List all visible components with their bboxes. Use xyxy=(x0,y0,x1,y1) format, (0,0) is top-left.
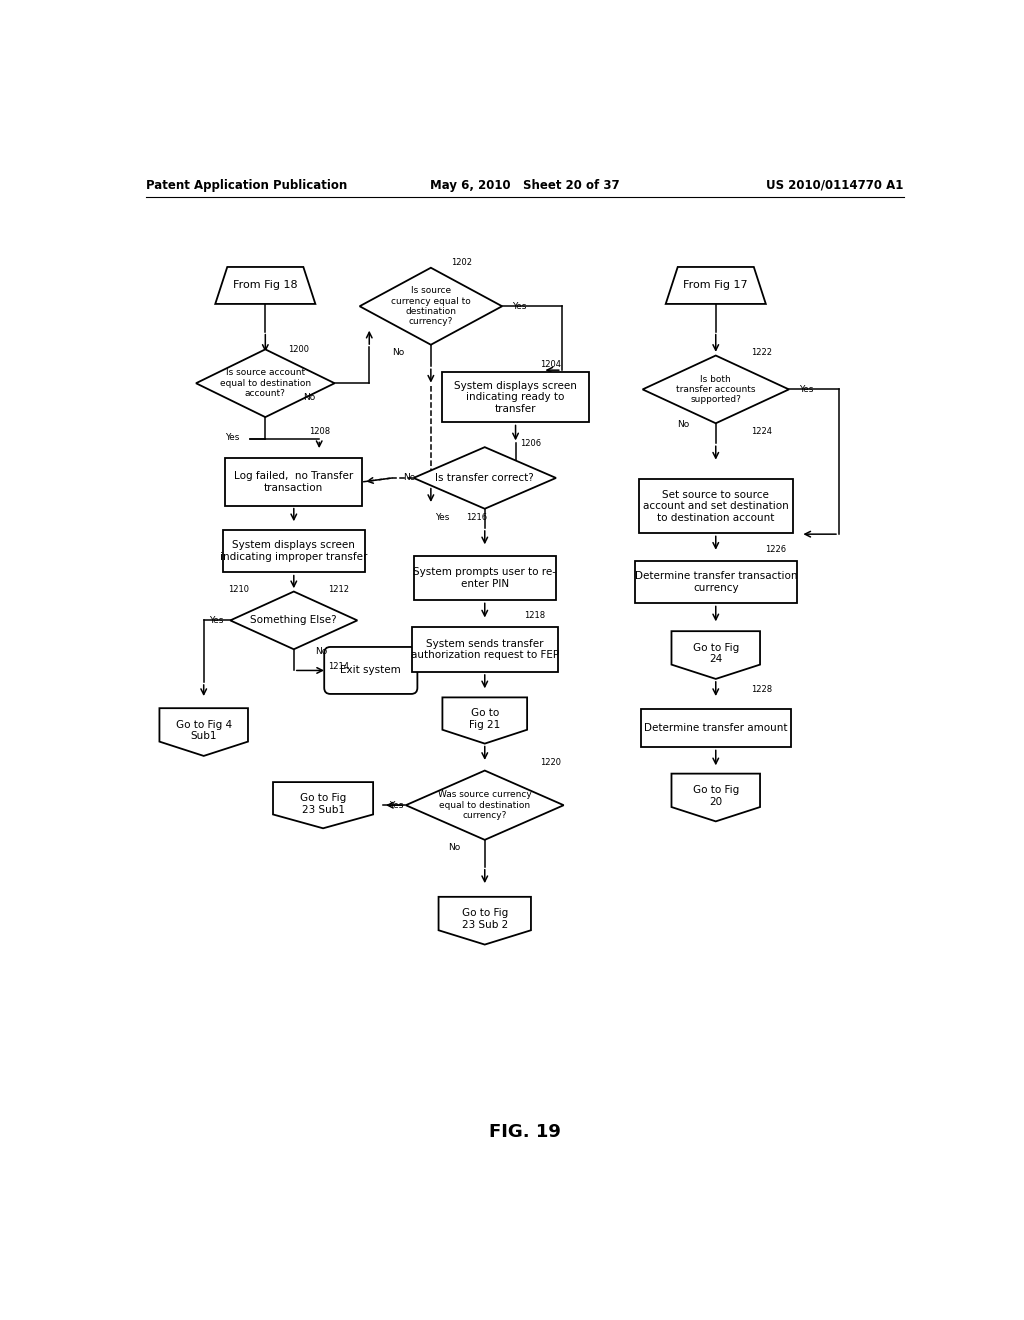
Polygon shape xyxy=(196,350,335,417)
Polygon shape xyxy=(230,591,357,649)
Text: No: No xyxy=(677,420,689,429)
Polygon shape xyxy=(273,781,373,829)
Polygon shape xyxy=(414,447,556,508)
Text: 1212: 1212 xyxy=(328,585,349,594)
Text: Go to Fig
23 Sub1: Go to Fig 23 Sub1 xyxy=(300,793,346,814)
Bar xyxy=(414,556,556,601)
Bar xyxy=(635,561,797,603)
Bar xyxy=(639,479,793,533)
Text: Yes: Yes xyxy=(209,616,223,624)
Text: 1208: 1208 xyxy=(308,428,330,436)
Text: No: No xyxy=(447,843,460,851)
Polygon shape xyxy=(442,697,527,743)
Text: 1204: 1204 xyxy=(540,360,561,370)
Text: Is source
currency equal to
destination
currency?: Is source currency equal to destination … xyxy=(391,286,471,326)
Text: Something Else?: Something Else? xyxy=(251,615,337,626)
Text: System sends transfer
authorization request to FEP: System sends transfer authorization requ… xyxy=(411,639,559,660)
Text: From Fig 17: From Fig 17 xyxy=(683,280,749,290)
Text: Determine transfer amount: Determine transfer amount xyxy=(644,723,787,733)
Text: 1214: 1214 xyxy=(328,663,349,671)
Polygon shape xyxy=(438,896,531,945)
Text: No: No xyxy=(392,348,404,356)
FancyBboxPatch shape xyxy=(325,647,418,694)
Bar xyxy=(225,458,362,506)
Bar xyxy=(222,529,365,573)
Text: No: No xyxy=(303,392,315,401)
Text: US 2010/0114770 A1: US 2010/0114770 A1 xyxy=(766,178,903,191)
Text: Was source currency
equal to destination
currency?: Was source currency equal to destination… xyxy=(438,791,531,820)
Text: 1218: 1218 xyxy=(524,611,546,620)
Polygon shape xyxy=(672,631,760,678)
Text: System prompts user to re-
enter PIN: System prompts user to re- enter PIN xyxy=(414,568,556,589)
Polygon shape xyxy=(160,708,248,756)
Text: From Fig 18: From Fig 18 xyxy=(233,280,298,290)
Text: System displays screen
indicating ready to
transfer: System displays screen indicating ready … xyxy=(454,380,577,413)
Text: May 6, 2010   Sheet 20 of 37: May 6, 2010 Sheet 20 of 37 xyxy=(430,178,620,191)
Text: Go to
Fig 21: Go to Fig 21 xyxy=(469,709,501,730)
Bar xyxy=(442,372,589,422)
Bar xyxy=(641,709,791,747)
Text: 1220: 1220 xyxy=(540,759,561,767)
Text: Determine transfer transaction
currency: Determine transfer transaction currency xyxy=(635,572,797,593)
Text: Is both
transfer accounts
supported?: Is both transfer accounts supported? xyxy=(676,375,756,404)
Polygon shape xyxy=(215,267,315,304)
Text: Go to Fig 4
Sub1: Go to Fig 4 Sub1 xyxy=(176,719,231,742)
Text: 1200: 1200 xyxy=(288,345,309,354)
Text: Is transfer correct?: Is transfer correct? xyxy=(435,473,535,483)
Text: Yes: Yes xyxy=(225,433,240,442)
Text: Go to Fig
24: Go to Fig 24 xyxy=(692,643,739,664)
Text: System displays screen
indicating improper transfer: System displays screen indicating improp… xyxy=(220,540,368,562)
Text: 1226: 1226 xyxy=(765,545,786,554)
Text: 1216: 1216 xyxy=(467,513,487,523)
Text: 1224: 1224 xyxy=(752,428,772,436)
Text: No: No xyxy=(315,647,328,656)
Polygon shape xyxy=(643,355,788,424)
Polygon shape xyxy=(406,771,563,840)
Text: 1206: 1206 xyxy=(520,438,542,447)
Polygon shape xyxy=(672,774,760,821)
Text: Yes: Yes xyxy=(800,385,814,393)
Polygon shape xyxy=(359,268,502,345)
Text: Yes: Yes xyxy=(512,302,526,310)
Text: 1228: 1228 xyxy=(752,685,772,694)
Bar xyxy=(412,627,558,672)
Text: Is source account
equal to destination
account?: Is source account equal to destination a… xyxy=(220,368,311,399)
Text: 1202: 1202 xyxy=(452,257,472,267)
Polygon shape xyxy=(666,267,766,304)
Text: Go to Fig
23 Sub 2: Go to Fig 23 Sub 2 xyxy=(462,908,508,931)
Text: Log failed,  no Transfer
transaction: Log failed, no Transfer transaction xyxy=(234,471,353,492)
Text: Patent Application Publication: Patent Application Publication xyxy=(146,178,347,191)
Text: 1210: 1210 xyxy=(228,585,249,594)
Text: No: No xyxy=(403,474,416,482)
Text: Yes: Yes xyxy=(435,513,450,523)
Text: Set source to source
account and set destination
to destination account: Set source to source account and set des… xyxy=(643,490,788,523)
Text: FIG. 19: FIG. 19 xyxy=(488,1123,561,1142)
Text: Yes: Yes xyxy=(389,801,403,809)
Text: Exit system: Exit system xyxy=(340,665,401,676)
Text: 1222: 1222 xyxy=(752,348,772,356)
Text: Go to Fig
20: Go to Fig 20 xyxy=(692,785,739,807)
